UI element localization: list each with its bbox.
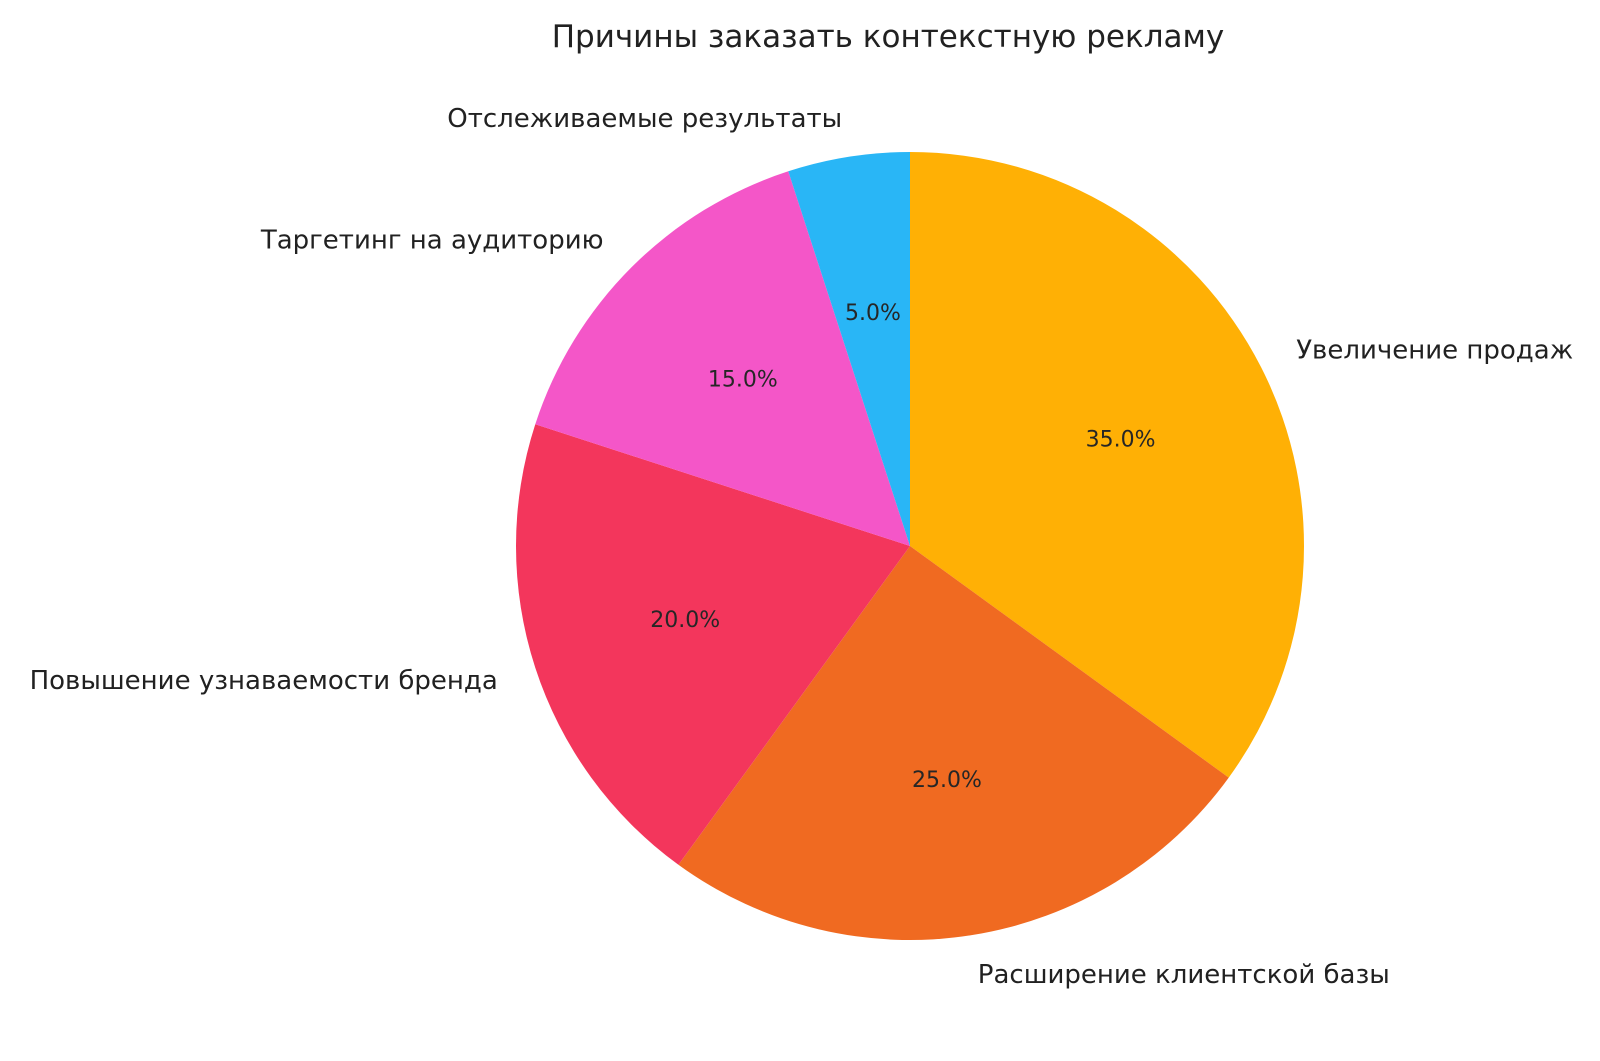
slice-label-1: Увеличение продаж xyxy=(1296,335,1573,365)
slice-pct-1: 35.0% xyxy=(1086,427,1156,452)
chart-title: Причины заказать контекстную рекламу xyxy=(552,19,1225,55)
pie-slice-4 xyxy=(535,171,910,546)
pie-slice-3 xyxy=(515,424,910,865)
slice-label-3: Повышение узнаваемости бренда xyxy=(30,666,498,696)
pie-slice-1 xyxy=(910,152,1304,778)
pie-slice-5 xyxy=(788,152,910,546)
slice-pct-5: 5.0% xyxy=(845,301,901,326)
slice-pct-3: 20.0% xyxy=(650,608,720,633)
slice-label-4: Таргетинг на аудиторию xyxy=(260,226,604,256)
slice-label-5: Отслеживаемые результаты xyxy=(447,104,842,134)
pie-slice-2 xyxy=(678,546,1229,940)
slice-pct-2: 25.0% xyxy=(912,768,982,793)
slice-label-2: Расширение клиентской базы xyxy=(978,960,1390,990)
slice-pct-4: 15.0% xyxy=(708,368,778,393)
